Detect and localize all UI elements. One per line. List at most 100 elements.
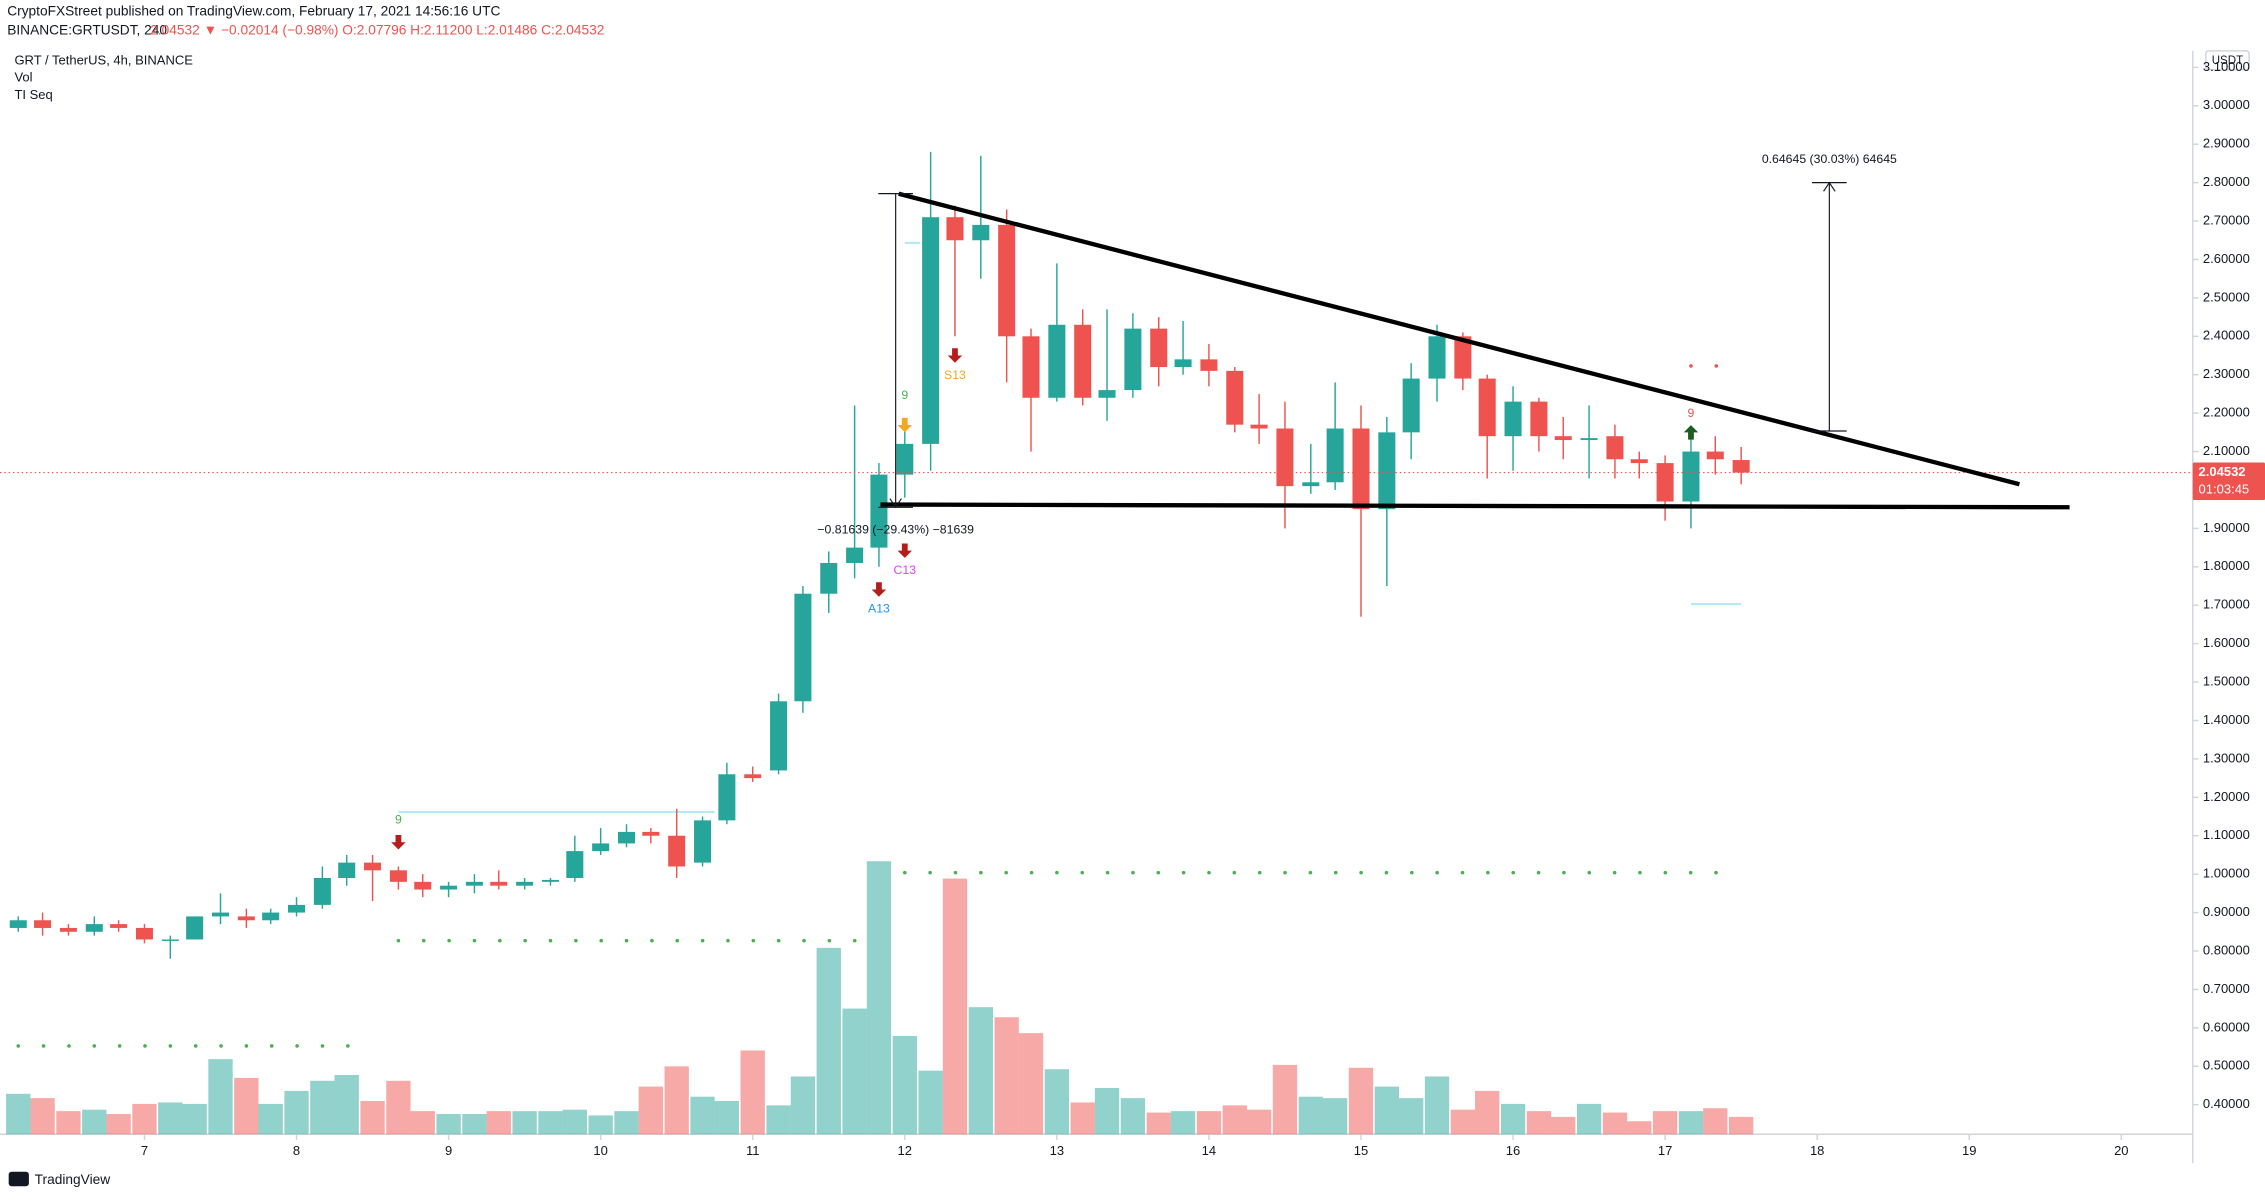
candle-body	[1022, 336, 1040, 398]
y-tick-label: 3.00000	[2203, 97, 2250, 112]
candle-body	[1124, 328, 1142, 391]
volume-bar	[690, 1096, 715, 1135]
volume-bar	[1348, 1067, 1374, 1135]
volume-bar	[1146, 1112, 1171, 1135]
volume-bar	[258, 1103, 283, 1135]
candle-body	[642, 831, 660, 836]
y-tick-label: 2.90000	[2203, 136, 2250, 151]
volume-bar	[1170, 1111, 1196, 1135]
volume-bar	[1551, 1116, 1576, 1135]
candle-body	[1048, 324, 1066, 398]
volume-bar	[132, 1103, 157, 1135]
volume-bar	[918, 1070, 943, 1135]
volume-bar	[1652, 1111, 1678, 1135]
candle-body	[262, 912, 280, 921]
candle-body	[896, 443, 914, 475]
volume-bar	[1500, 1103, 1526, 1135]
candle-body	[972, 224, 990, 241]
candle-body	[9, 920, 27, 928]
candle-body	[794, 593, 812, 702]
candle-body	[85, 924, 103, 932]
signal-arrow	[947, 348, 963, 363]
volume-bar	[208, 1059, 233, 1135]
candle-body	[186, 916, 204, 940]
candle-body	[922, 217, 940, 444]
volume-bar	[182, 1103, 207, 1135]
candle-body	[1150, 328, 1168, 368]
x-tick-label: 15	[1354, 1143, 1368, 1158]
y-tick-label: 2.50000	[2203, 289, 2250, 304]
volume-bar	[842, 1008, 867, 1135]
volume-bar	[816, 947, 841, 1135]
candle-body	[59, 927, 77, 932]
x-tick-label: 7	[141, 1143, 148, 1158]
volume-bar	[30, 1098, 55, 1135]
candle-body	[1352, 428, 1370, 510]
y-tick-label: 2.10000	[2203, 443, 2250, 458]
candle-body	[617, 831, 636, 844]
candle-body	[1454, 336, 1472, 379]
y-tick-label: 0.50000	[2203, 1058, 2250, 1073]
volume-bar	[1450, 1109, 1476, 1135]
volume-bar	[614, 1111, 639, 1135]
candle-body	[1428, 336, 1446, 379]
candle-body	[1630, 459, 1648, 464]
candle-body	[668, 835, 686, 867]
candle-body	[770, 701, 788, 771]
candle-body	[1530, 401, 1548, 437]
volume-bar	[1272, 1064, 1298, 1135]
last-price-box	[2192, 462, 2265, 501]
volume-bar	[1196, 1111, 1222, 1135]
volume-bar	[1018, 1033, 1044, 1135]
volume-bar	[1120, 1098, 1146, 1135]
volume-bar	[1398, 1098, 1424, 1135]
signal-label: C13	[894, 563, 917, 577]
y-tick-label: 0.90000	[2203, 904, 2250, 919]
signal-label: S13	[944, 368, 966, 382]
volume-bar	[638, 1086, 664, 1135]
y-tick-label: 2.70000	[2203, 212, 2250, 227]
measure-arrowhead	[889, 498, 902, 509]
candle-body	[490, 881, 508, 886]
volume-bar	[1678, 1111, 1704, 1135]
volume-bar	[1246, 1109, 1272, 1135]
volume-bar	[1424, 1076, 1450, 1135]
candle-body	[1276, 428, 1294, 487]
candle-body	[288, 904, 306, 913]
y-tick-label: 1.80000	[2203, 558, 2250, 573]
candle-body	[998, 224, 1016, 337]
volume-bar	[1322, 1098, 1348, 1135]
y-tick-label: 0.70000	[2203, 981, 2250, 996]
signal-arrow	[1683, 425, 1699, 440]
volume-bar	[766, 1105, 791, 1135]
candle-body	[414, 881, 432, 890]
volume-bar	[234, 1077, 259, 1135]
signal-label: 9	[1688, 406, 1695, 420]
currency-box	[2205, 50, 2250, 71]
legend-vol: Vol	[14, 70, 32, 85]
candle-body	[1226, 370, 1244, 425]
candle-body	[364, 862, 382, 871]
volume-bar	[1094, 1088, 1120, 1135]
signal-label: 9	[901, 388, 908, 402]
candle-body	[34, 920, 52, 928]
candle-body	[313, 878, 331, 905]
candle-body	[465, 881, 483, 886]
volume-bar	[1070, 1102, 1095, 1135]
candle-body	[1074, 324, 1092, 398]
volume-bar	[1627, 1121, 1652, 1135]
volume-bar	[1728, 1116, 1754, 1135]
x-tick-label: 9	[445, 1143, 452, 1158]
volume-bar	[1576, 1103, 1602, 1135]
x-tick-label: 16	[1506, 1143, 1520, 1158]
quote: 2.04532 ▼ −0.02014 (−0.98%) O:2.07796 H:…	[150, 22, 604, 37]
y-tick-label: 0.40000	[2203, 1096, 2250, 1111]
candle-body	[1504, 401, 1522, 437]
candle-body	[1250, 424, 1268, 429]
y-tick-label: 1.10000	[2203, 827, 2250, 842]
footer: TradingView	[35, 1172, 111, 1187]
candle-body	[1098, 390, 1116, 398]
